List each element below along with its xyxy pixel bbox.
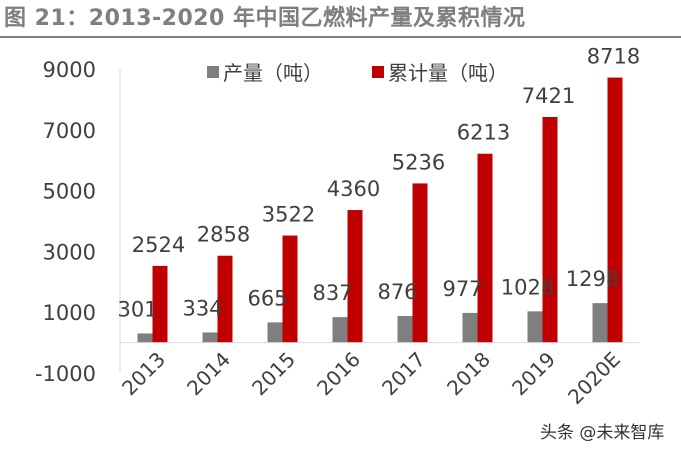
bar-production <box>267 322 283 343</box>
data-label: 3522 <box>262 203 315 227</box>
bar-production <box>592 303 608 343</box>
x-tick-label: 2017 <box>377 347 430 400</box>
x-tick-label: 2020E <box>563 347 625 409</box>
x-axis: 2013 2014 2015 2016 2017 2018 2019 2020E <box>117 342 640 409</box>
bar-production <box>202 332 218 343</box>
data-label: 876 <box>377 280 417 304</box>
data-label: 837 <box>312 281 352 305</box>
bar-cumulative <box>217 255 233 343</box>
y-tick-label: 1000 <box>43 301 96 325</box>
data-label: 8718 <box>587 45 640 69</box>
y-tick-label: 9000 <box>43 58 96 82</box>
chart-title: 图 21：2013-2020 年中国乙燃料产量及累积情况 <box>4 6 526 31</box>
data-label: 334 <box>182 296 222 320</box>
x-tick-label: 2019 <box>507 347 560 400</box>
bars <box>137 77 623 343</box>
data-label: 5236 <box>392 150 445 174</box>
y-tick-label: 7000 <box>43 119 96 143</box>
x-tick-label: 2013 <box>117 347 170 400</box>
data-label: 1298 <box>566 267 619 291</box>
bar-cumulative <box>477 153 493 343</box>
watermark: 头条 @未来智库 <box>540 423 665 443</box>
y-axis: 9000 7000 5000 3000 1000 -1000 <box>35 58 121 386</box>
data-label: 2524 <box>132 233 185 257</box>
title-divider <box>0 36 681 38</box>
legend-label: 累计量（吨） <box>388 61 508 85</box>
bar-cumulative <box>282 235 298 343</box>
x-tick-label: 2014 <box>182 347 235 400</box>
legend-label: 产量（吨） <box>223 61 323 85</box>
legend-swatch <box>372 66 384 78</box>
y-tick-label: 3000 <box>43 240 96 264</box>
bar-cumulative <box>412 183 428 343</box>
bar-cumulative <box>152 265 168 343</box>
data-labels: 301 2524 334 2858 665 3522 837 4360 876 5236 977 62… <box>117 45 640 322</box>
data-label: 301 <box>117 297 157 321</box>
x-tick-label: 2015 <box>247 347 300 400</box>
data-label: 977 <box>442 277 482 301</box>
bar-cumulative <box>542 117 558 343</box>
data-label: 7421 <box>522 84 575 108</box>
bar-cumulative <box>347 210 363 343</box>
bar-production <box>137 333 153 343</box>
bar-production <box>332 317 348 343</box>
data-label: 1028 <box>501 275 554 299</box>
x-tick-label: 2016 <box>312 347 365 400</box>
data-label: 2858 <box>197 223 250 247</box>
y-tick-label: 5000 <box>43 180 96 204</box>
bar-cumulative <box>607 77 623 343</box>
legend-swatch <box>207 66 219 78</box>
data-label: 6213 <box>457 121 510 145</box>
bar-production <box>397 315 413 343</box>
legend: 产量（吨） 累计量（吨） <box>207 61 508 85</box>
y-tick-label: -1000 <box>35 362 96 386</box>
data-label: 665 <box>247 286 287 310</box>
bar-production <box>527 311 543 343</box>
bar-production <box>462 312 478 343</box>
data-label: 4360 <box>327 177 380 201</box>
x-tick-label: 2018 <box>442 347 495 400</box>
